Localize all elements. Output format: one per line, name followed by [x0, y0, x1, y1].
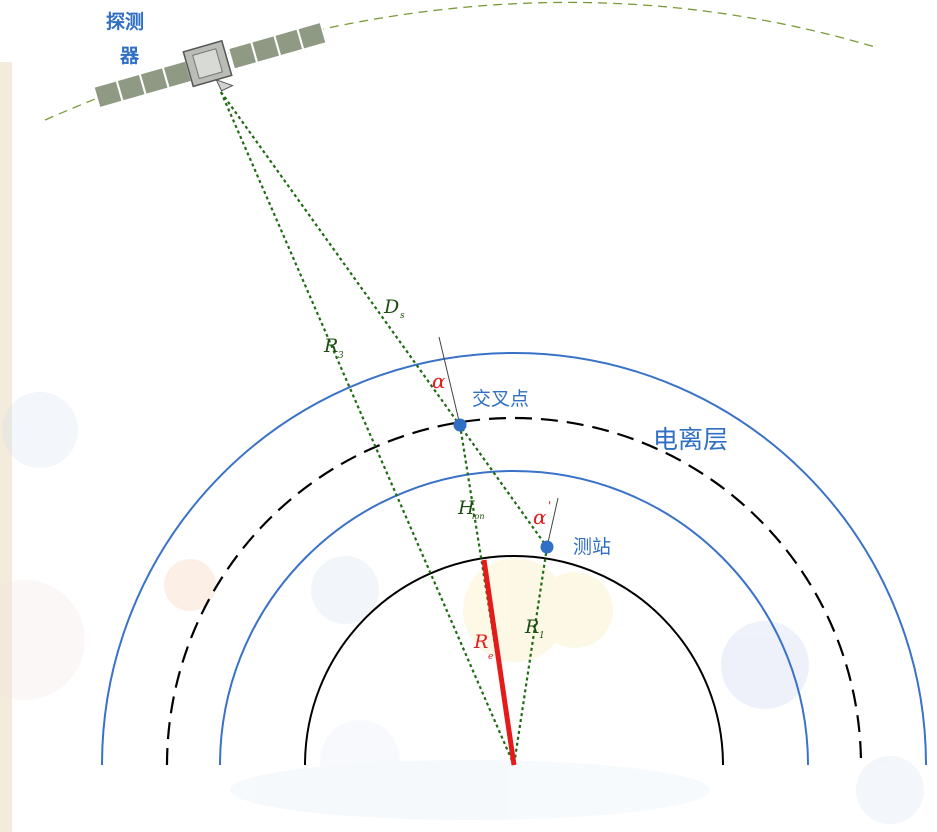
station-radius-line — [512, 546, 549, 766]
ionosphere-outer-arc — [101, 352, 927, 766]
ionosphere-shell-arc — [165, 416, 863, 766]
alpha-label: α — [432, 369, 446, 393]
earth-surface-arc — [304, 555, 724, 766]
R1-label: R — [524, 616, 539, 638]
earth-radius-line — [481, 559, 517, 766]
satellite-icon — [92, 20, 328, 110]
background-decoration — [0, 392, 924, 824]
H-ion-label: H — [457, 497, 475, 519]
station-dot — [540, 540, 554, 554]
R3-subscript: 3 — [338, 351, 344, 361]
pierce-point-dot — [453, 418, 467, 432]
Re-label: R — [473, 631, 488, 653]
sight-line-Ds — [220, 91, 548, 548]
R1-subscript: 1 — [539, 631, 545, 641]
alpha-prime-label: α — [533, 505, 547, 529]
orbit-arc — [44, 1, 876, 121]
ionosphere-label: 电离层 — [653, 425, 728, 454]
Ds-label: D — [383, 296, 399, 318]
Ds-subscript: s — [400, 311, 405, 321]
Re-subscript: e — [488, 652, 493, 662]
station-normal-line — [546, 497, 559, 548]
sight-line-R3 — [219, 91, 516, 766]
background-strip — [0, 62, 12, 832]
R3-label: R — [323, 335, 338, 357]
pierce-point-label: 交叉点 — [472, 388, 529, 410]
pierce-normal-line — [438, 336, 461, 426]
H-ion-subscript: ion — [472, 512, 485, 521]
probe-label-line2: 器 — [119, 45, 140, 67]
ionosphere-inner-arc — [219, 470, 809, 766]
station-label: 测站 — [573, 536, 611, 558]
probe-label-line1: 探测 — [106, 11, 144, 33]
alpha-prime-mark: ' — [548, 499, 551, 513]
